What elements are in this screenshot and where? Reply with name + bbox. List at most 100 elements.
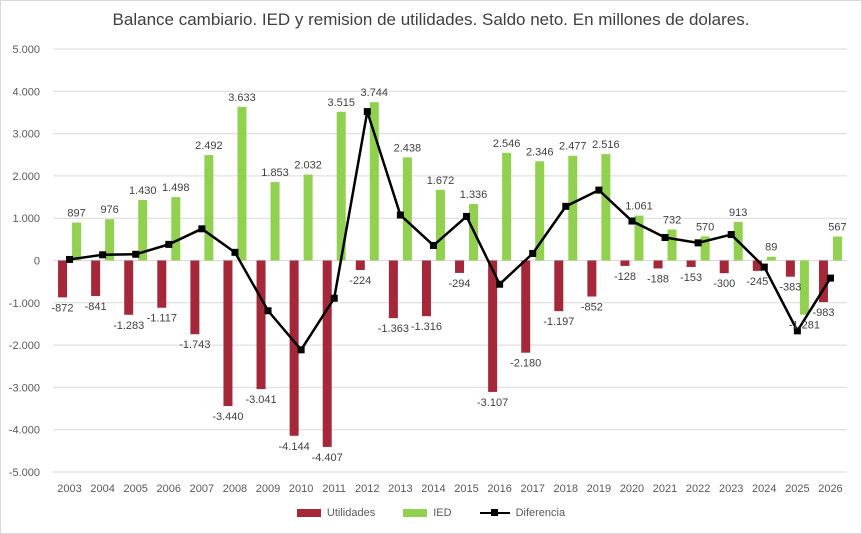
point-diferencia [99, 251, 107, 259]
bar-ied [535, 161, 545, 261]
x-tick-label: 2008 [223, 483, 247, 495]
data-label-utilidades: -1.743 [179, 339, 210, 351]
data-label-utilidades: -1.117 [147, 313, 177, 325]
data-label-utilidades: -1.197 [543, 316, 574, 328]
point-diferencia [231, 248, 239, 256]
bar-utilidades [322, 260, 332, 447]
bar-utilidades [124, 260, 134, 315]
data-label-utilidades: -852 [581, 302, 603, 314]
y-tick-label: 2.000 [12, 171, 40, 183]
point-diferencia [396, 211, 404, 219]
bar-utilidades [686, 260, 696, 267]
legend-swatch-ied [403, 509, 428, 517]
x-tick-label: 2023 [719, 483, 743, 495]
x-tick-label: 2024 [752, 483, 776, 495]
bar-utilidades [455, 260, 465, 273]
bar-ied [502, 152, 512, 261]
y-tick-label: -2.000 [9, 340, 40, 352]
point-diferencia [496, 280, 504, 288]
data-label-utilidades: -153 [680, 272, 702, 284]
bar-ied [303, 174, 313, 261]
data-label-ied: 1.336 [460, 189, 488, 201]
x-tick-label: 2013 [388, 483, 412, 495]
y-tick-label: -4.000 [9, 425, 40, 437]
data-label-ied: 2.477 [559, 141, 587, 153]
x-axis: 2003 2004 2005 2006 2007 2008 2009 2010 2011 2012… [57, 483, 842, 495]
point-diferencia [463, 212, 471, 220]
line-diferencia [69, 110, 832, 352]
point-diferencia [661, 233, 669, 241]
bar-utilidades [488, 260, 498, 392]
data-label-utilidades: -1.283 [113, 320, 144, 332]
x-tick-label: 2017 [520, 483, 544, 495]
point-diferencia [297, 346, 305, 354]
bar-utilidades [157, 260, 167, 308]
point-diferencia [793, 327, 801, 335]
point-diferencia [694, 239, 702, 247]
data-label-ied: 2.032 [294, 160, 322, 172]
data-label-utilidades: -3.440 [212, 411, 243, 423]
bar-utilidades [752, 260, 762, 271]
point-diferencia [429, 241, 437, 249]
bar-utilidades [653, 260, 663, 269]
bar-utilidades [785, 260, 795, 277]
data-label-utilidades: -983 [812, 307, 834, 319]
y-tick-label: 4.000 [12, 86, 40, 98]
point-diferencia [198, 225, 206, 233]
bar-ied [72, 222, 82, 261]
x-tick-label: 2003 [57, 483, 81, 495]
data-label-utilidades: -2.180 [510, 358, 541, 370]
point-diferencia [363, 108, 371, 116]
bar-ied [700, 236, 710, 261]
data-label-ied: 2.346 [526, 146, 554, 158]
y-tick-label: 0 [34, 256, 40, 268]
data-label-ied: 1.430 [129, 185, 157, 197]
bar-utilidades [190, 260, 200, 335]
legend: Utilidades IED Diferencia [0, 507, 862, 519]
point-diferencia [562, 202, 570, 210]
legend-item-diferencia: Diferencia [479, 507, 565, 519]
bar-utilidades [818, 260, 828, 303]
bar-ied [799, 260, 809, 315]
bar-utilidades [58, 260, 68, 298]
data-label-ied: 976 [100, 204, 118, 216]
data-label-ied: 567 [828, 222, 846, 234]
data-label-ied: 1.498 [162, 182, 190, 194]
point-diferencia [595, 186, 603, 194]
bar-utilidades [521, 260, 531, 353]
data-label-utilidades: -294 [449, 278, 471, 290]
point-diferencia [628, 217, 636, 225]
bar-ied [634, 215, 644, 261]
point-diferencia [529, 249, 537, 257]
point-diferencia [132, 250, 140, 258]
data-label-ied: 2.546 [493, 138, 521, 150]
bar-ied [435, 189, 445, 261]
point-diferencia [330, 294, 338, 302]
data-label-ied: 89 [765, 242, 777, 254]
bar-ied [667, 229, 677, 261]
data-label-utilidades: -1.363 [378, 323, 409, 335]
bar-utilidades [421, 260, 431, 317]
y-axis: 5.000 4.000 3.000 2.000 1.000 0 -1.000 -2.000 -3… [9, 44, 40, 479]
bar-utilidades [620, 260, 630, 266]
x-tick-label: 2021 [653, 483, 677, 495]
point-diferencia [165, 240, 173, 248]
x-tick-label: 2005 [123, 483, 147, 495]
bar-utilidades [223, 260, 233, 407]
point-diferencia [727, 231, 735, 239]
x-tick-label: 2019 [587, 483, 611, 495]
bar-ied [601, 154, 611, 261]
legend-item-ied: IED [403, 507, 452, 519]
legend-swatch-diferencia [479, 508, 510, 518]
bar-utilidades [91, 260, 101, 297]
y-tick-label: 3.000 [12, 129, 40, 141]
data-label-ied: -1.281 [789, 320, 820, 332]
bar-ied [766, 256, 776, 261]
data-label-ied: 2.516 [592, 139, 620, 151]
legend-label-utilidades: Utilidades [326, 507, 376, 519]
data-label-utilidades: -4.144 [279, 441, 310, 453]
point-diferencia [760, 263, 768, 271]
data-label-ied: 1.853 [261, 167, 289, 179]
x-tick-label: 2022 [686, 483, 710, 495]
